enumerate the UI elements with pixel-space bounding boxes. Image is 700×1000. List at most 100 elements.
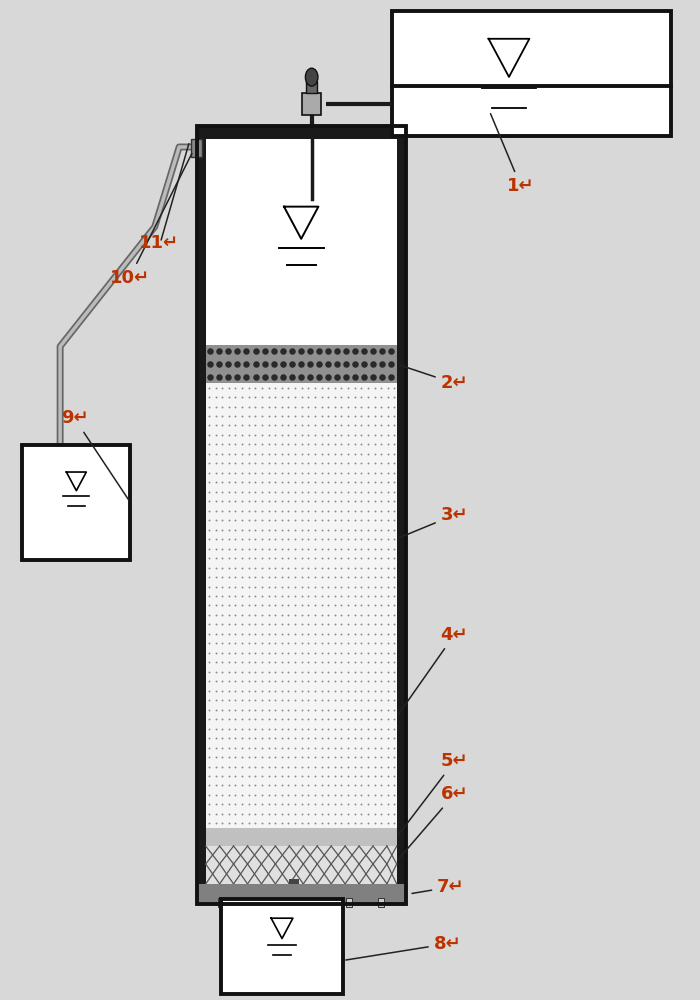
Point bbox=[302, 503, 314, 519]
Point bbox=[369, 702, 380, 718]
Point bbox=[263, 607, 274, 623]
Point bbox=[349, 645, 360, 661]
Point bbox=[309, 503, 321, 519]
Point bbox=[256, 654, 267, 670]
Point bbox=[356, 683, 367, 699]
Point bbox=[342, 408, 354, 424]
Point bbox=[223, 343, 234, 359]
Point bbox=[256, 645, 267, 661]
Point bbox=[230, 607, 241, 623]
Point bbox=[210, 389, 221, 405]
Point bbox=[216, 389, 228, 405]
Point bbox=[349, 616, 360, 632]
Point bbox=[309, 560, 321, 576]
Point bbox=[290, 427, 301, 443]
Point bbox=[363, 579, 374, 595]
Point bbox=[270, 427, 281, 443]
Point bbox=[270, 550, 281, 566]
Point bbox=[283, 796, 294, 812]
Point bbox=[349, 560, 360, 576]
Point bbox=[376, 588, 387, 604]
Point bbox=[230, 806, 241, 822]
Point bbox=[237, 569, 248, 585]
Point bbox=[204, 343, 216, 359]
Point bbox=[210, 740, 221, 756]
Point bbox=[276, 531, 288, 547]
Point bbox=[204, 380, 215, 396]
Point bbox=[356, 645, 367, 661]
Point bbox=[290, 683, 301, 699]
Point bbox=[210, 683, 221, 699]
Point bbox=[283, 683, 294, 699]
Point bbox=[349, 777, 360, 793]
Text: 6↵: 6↵ bbox=[398, 785, 468, 859]
Point bbox=[329, 664, 340, 680]
Point bbox=[243, 503, 254, 519]
Point bbox=[223, 356, 234, 372]
Point bbox=[376, 664, 387, 680]
Point bbox=[369, 512, 380, 528]
Point bbox=[268, 356, 279, 372]
Point bbox=[363, 484, 374, 500]
Point bbox=[210, 759, 221, 775]
Point bbox=[256, 721, 267, 737]
Point bbox=[302, 550, 314, 566]
Point bbox=[336, 721, 347, 737]
Point bbox=[341, 343, 352, 359]
Point bbox=[283, 569, 294, 585]
Point bbox=[237, 455, 248, 471]
Point bbox=[336, 711, 347, 727]
Point bbox=[363, 787, 374, 803]
Point bbox=[329, 484, 340, 500]
Point bbox=[223, 635, 235, 651]
Point bbox=[270, 560, 281, 576]
Point bbox=[216, 399, 228, 415]
Point bbox=[369, 664, 380, 680]
Point bbox=[276, 569, 288, 585]
Point bbox=[256, 436, 267, 452]
Point bbox=[309, 446, 321, 462]
Point bbox=[276, 692, 288, 708]
Point bbox=[389, 597, 400, 613]
Point bbox=[283, 635, 294, 651]
Point bbox=[263, 815, 274, 831]
Point bbox=[276, 635, 288, 651]
Point bbox=[369, 711, 380, 727]
Point bbox=[237, 683, 248, 699]
Point bbox=[376, 512, 387, 528]
Point bbox=[237, 465, 248, 481]
Bar bbox=[346, 898, 352, 907]
Point bbox=[250, 616, 261, 632]
Point bbox=[376, 654, 387, 670]
Point bbox=[389, 436, 400, 452]
Point bbox=[369, 673, 380, 689]
Point bbox=[256, 417, 267, 433]
Point bbox=[349, 343, 360, 359]
Point bbox=[356, 711, 367, 727]
Point bbox=[336, 806, 347, 822]
Point bbox=[349, 465, 360, 481]
Point bbox=[363, 815, 374, 831]
Point bbox=[237, 588, 248, 604]
Point bbox=[270, 436, 281, 452]
Point bbox=[283, 455, 294, 471]
Point bbox=[342, 389, 354, 405]
Point bbox=[296, 740, 307, 756]
Point bbox=[237, 692, 248, 708]
Point bbox=[290, 768, 301, 784]
Point bbox=[263, 531, 274, 547]
Point bbox=[276, 427, 288, 443]
Bar bbox=[397, 126, 406, 904]
Point bbox=[263, 408, 274, 424]
Point bbox=[243, 645, 254, 661]
Point bbox=[363, 541, 374, 557]
Point bbox=[210, 455, 221, 471]
Point bbox=[290, 484, 301, 500]
Point bbox=[290, 673, 301, 689]
Point bbox=[204, 749, 215, 765]
Point bbox=[309, 702, 321, 718]
Point bbox=[349, 389, 360, 405]
Point bbox=[250, 749, 261, 765]
Point bbox=[237, 503, 248, 519]
Point bbox=[237, 522, 248, 538]
